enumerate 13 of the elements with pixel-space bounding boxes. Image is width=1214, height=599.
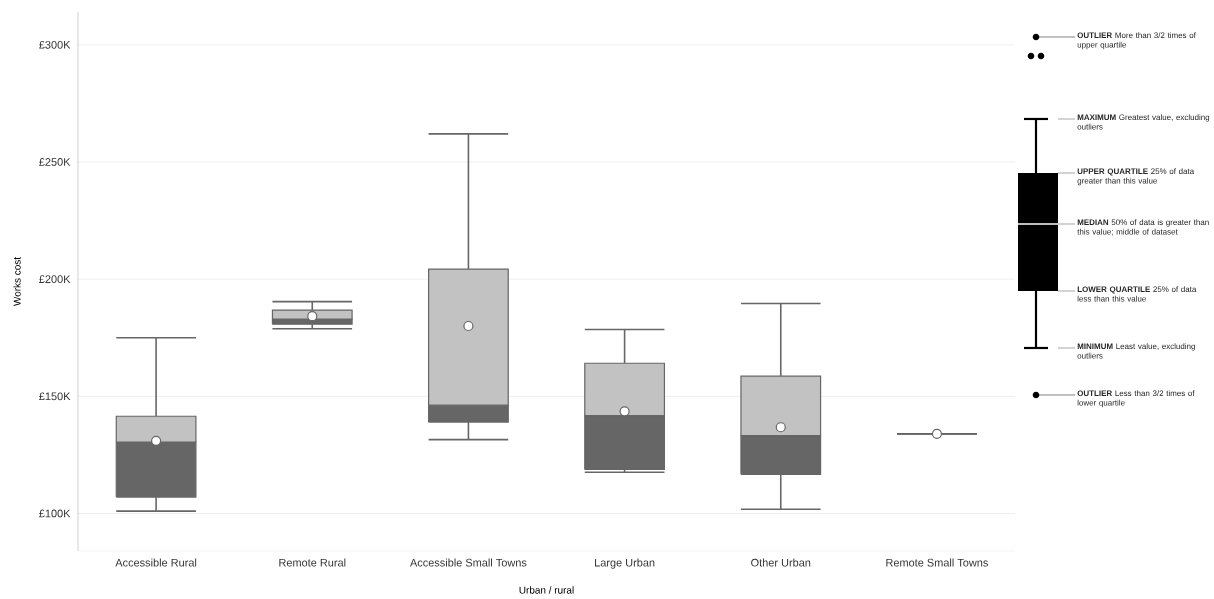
x-tick-label: Accessible Rural: [115, 558, 197, 567]
y-tick-label: £300K: [39, 40, 71, 49]
y-tick-label: £250K: [39, 158, 71, 166]
x-tick-label: Remote Small Towns: [886, 558, 988, 567]
x-tick-label: Accessible Small Towns: [409, 558, 527, 567]
x-axis-title: Urban / rural: [519, 586, 574, 594]
x-tick-label: Large Urban: [595, 558, 655, 569]
y-tick-label: £100K: [39, 509, 71, 518]
y-tick-label: £150K: [39, 392, 71, 401]
x-tick-label: Remote Rural: [279, 558, 346, 567]
y-axis-title: Works cost: [13, 257, 21, 306]
y-tick-label: £200K: [39, 275, 71, 284]
x-tick-label: Other Urban: [751, 558, 811, 567]
